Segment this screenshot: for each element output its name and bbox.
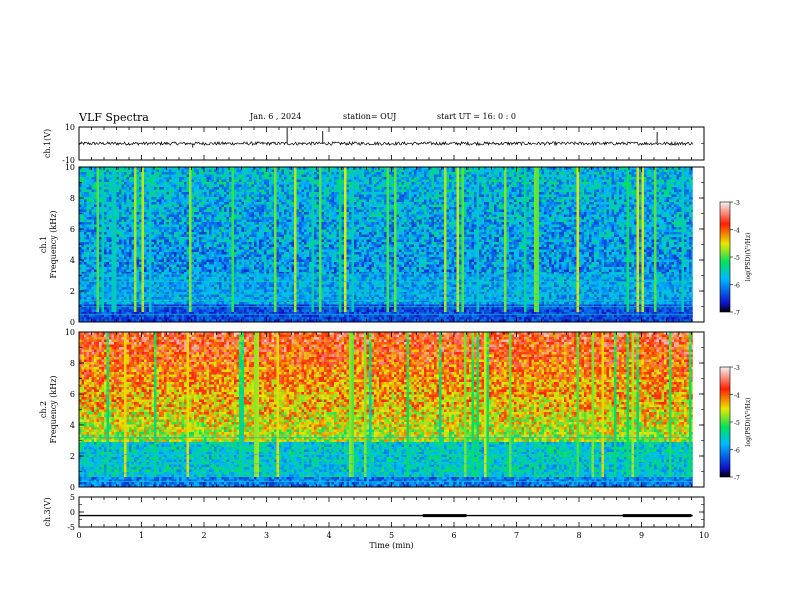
start-time-label: start UT = 16: 0 : 0 — [437, 112, 516, 121]
ch2-spectrogram-colorbar-tick-label: -5 — [734, 420, 740, 427]
ch3-signal-ytick-label: 5 — [70, 493, 75, 502]
x-tick-label: 4 — [326, 531, 331, 540]
x-tick-label: 1 — [139, 531, 144, 540]
x-tick-label: 7 — [514, 531, 519, 540]
ch2-spectrogram-colorbar — [720, 367, 730, 477]
ch3-signal-ylabel: ch.3(V) — [43, 497, 52, 526]
ch2-spectrogram-colorbar-label: log(PSD)(V²/Hz) — [745, 398, 752, 447]
ch3-signal-ytick-label: -5 — [67, 523, 75, 532]
vlf-figure: 10-10ch.1(V)0246810Frequency (kHz)ch.1-3… — [0, 0, 792, 612]
ch1-spectrogram-ytick-label: 4 — [70, 256, 75, 265]
ch1-spectrogram-colorbar-label: log(PSD)(V²/Hz) — [745, 233, 752, 282]
ch2-spectrogram-ytick-label: 4 — [70, 421, 75, 430]
ch2-spectrogram-ytick-label: 0 — [70, 483, 75, 492]
x-axis-label: Time (min) — [369, 541, 413, 550]
date-label: Jan. 6 , 2024 — [250, 112, 301, 121]
ch2-spectrogram-colorbar-tick-label: -4 — [734, 393, 740, 400]
ch1-spectrogram-colorbar-tick-label: -7 — [734, 310, 740, 317]
ch3-signal-segment — [423, 514, 467, 517]
figure-title: VLF Spectra — [79, 111, 149, 124]
ch1-spectrogram-ytick-label: 8 — [70, 194, 75, 203]
x-tick-label: 0 — [76, 531, 81, 540]
ch2-spectrogram-ytick-label: 8 — [70, 359, 75, 368]
ch2-spectrogram-channel-label: ch.2 — [39, 401, 48, 418]
ch1-spectrogram-colorbar-tick-label: -4 — [734, 228, 740, 235]
ch3-signal-segment — [623, 514, 692, 517]
ch1-spectrogram-channel-label: ch.1 — [39, 236, 48, 253]
ch1-spectrogram-colorbar — [720, 202, 730, 312]
ch1-waveform-trace — [79, 142, 693, 145]
ch1-spectrogram-colorbar-tick-label: -5 — [734, 255, 740, 262]
ch1-spectrogram-ytick-label: 2 — [70, 287, 75, 296]
ch1-spectrogram-ytick-label: 10 — [65, 163, 75, 172]
ch1-waveform-ytick-label: 10 — [65, 123, 75, 132]
ch1-spectrogram-ytick-label: 6 — [70, 225, 75, 234]
ch1-waveform-ylabel: ch.1(V) — [43, 129, 52, 158]
ch2-spectrogram-colorbar-tick-label: -7 — [734, 475, 740, 482]
x-tick-label: 5 — [389, 531, 394, 540]
ch2-spectrogram-ytick-label: 6 — [70, 390, 75, 399]
ch1-spectrogram-ytick-label: 0 — [70, 318, 75, 327]
x-tick-label: 6 — [451, 531, 456, 540]
ch2-spectrogram-colorbar-tick-label: -6 — [734, 448, 740, 455]
ch1-spectrogram-colorbar-tick-label: -6 — [734, 283, 740, 290]
ch1-spectrogram-colorbar-tick-label: -3 — [734, 200, 740, 207]
x-tick-label: 2 — [201, 531, 206, 540]
ch1-spectrogram-image — [79, 167, 694, 322]
x-tick-label: 8 — [576, 531, 581, 540]
ch2-spectrogram-colorbar-tick-label: -3 — [734, 365, 740, 372]
ch2-spectrogram-ylabel: Frequency (kHz) — [49, 375, 58, 443]
ch3-signal-ytick-label: 0 — [70, 508, 75, 517]
ch2-spectrogram-ytick-label: 2 — [70, 452, 75, 461]
x-tick-label: 3 — [264, 531, 269, 540]
ch2-spectrogram-ytick-label: 10 — [65, 328, 75, 337]
station-label: station= OUJ — [343, 112, 396, 121]
x-tick-label: 10 — [699, 531, 709, 540]
ch1-spectrogram-ylabel: Frequency (kHz) — [49, 210, 58, 278]
x-tick-label: 9 — [639, 531, 644, 540]
